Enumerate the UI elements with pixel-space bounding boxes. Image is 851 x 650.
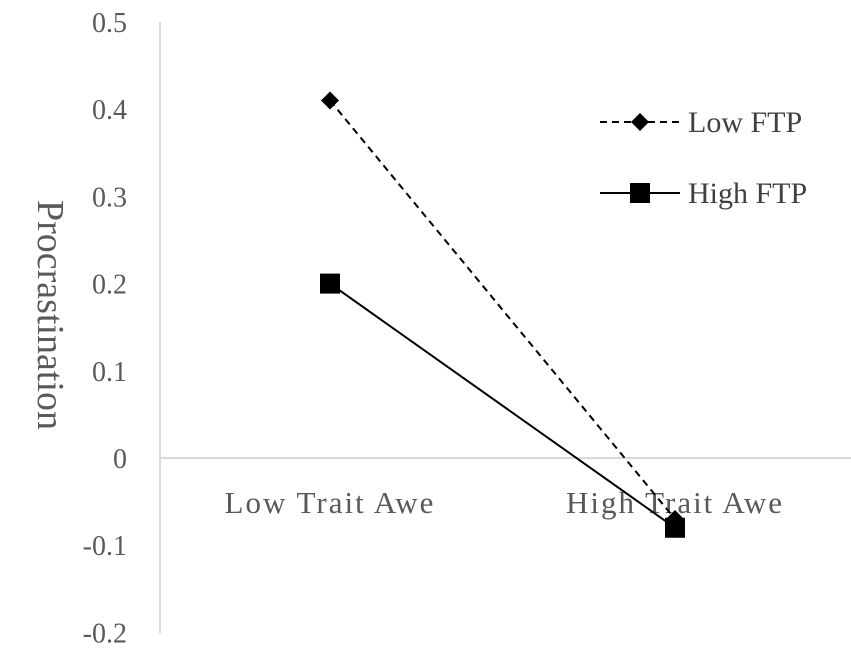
data-point [320,273,340,294]
legend: Low FTP High FTP [600,106,807,210]
data-point [321,91,339,110]
y-tick-label: 0.5 [92,8,127,39]
legend-marker [630,183,650,203]
y-tick-label: 0.2 [92,270,127,301]
legend-marker [631,113,649,131]
legend-item: Low FTP [600,106,802,139]
series-layer [320,91,685,538]
series-line [329,282,676,529]
y-tick-label: -0.1 [83,531,127,562]
x-category-labels: Low Trait Awe High Trait Awe [225,485,782,520]
y-tick-label: -0.2 [83,618,127,649]
axes [159,22,851,633]
y-tick-label: 0.1 [92,357,127,388]
series-0 [321,91,684,529]
y-tick-label: 0 [113,444,127,475]
legend-label: Low FTP [688,106,802,139]
y-tick-label: 0.3 [92,182,127,213]
legend-label: High FTP [688,177,807,210]
y-tick-labels: 0.5 0.4 0.3 0.2 0.1 0 -0.1 -0.2 [83,8,127,649]
x-category-label: Low Trait Awe [225,485,436,520]
legend-item: High FTP [600,177,807,210]
y-axis-title: Procrastination [29,200,71,430]
series-1 [320,273,685,538]
y-tick-label: 0.4 [92,95,127,126]
data-point [665,517,685,538]
series-line [329,99,676,520]
